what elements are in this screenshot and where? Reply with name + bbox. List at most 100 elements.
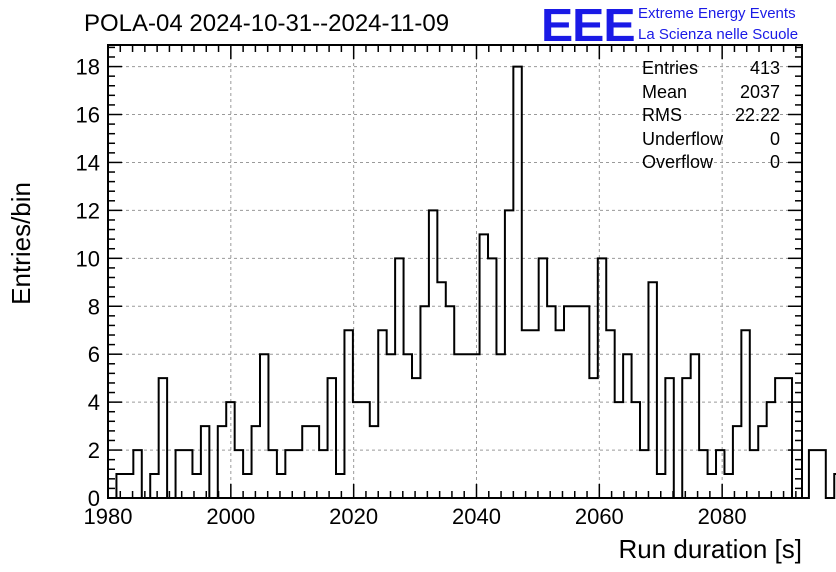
histogram-bin (454, 354, 462, 498)
histogram-bin (201, 426, 209, 498)
histogram-bin (378, 330, 386, 498)
logo-line-2: La Scienza nelle Scuole (638, 26, 799, 43)
histogram-bin (716, 450, 724, 498)
histogram-bin (277, 474, 285, 498)
y-tick-label: 10 (76, 246, 100, 271)
histogram-bin (682, 378, 690, 498)
histogram-bin (235, 450, 243, 498)
histogram-bin (159, 378, 167, 498)
stat-value: 0 (769, 152, 780, 172)
stat-row-underflow: Underflow 0 (642, 129, 780, 153)
stat-label: Entries (642, 58, 699, 78)
histogram-bin (404, 354, 412, 498)
stat-row-entries: Entries 413 (642, 58, 780, 82)
stat-row-rms: RMS 22.22 (642, 105, 780, 129)
histogram-bin (708, 474, 716, 498)
y-tick-label: 8 (88, 294, 100, 319)
histogram-bin (513, 67, 521, 498)
histogram-bin (294, 450, 302, 498)
histogram-bin (336, 474, 344, 498)
histogram-bin (480, 234, 488, 498)
x-axis-label: Run duration [s] (618, 534, 802, 564)
stat-value: 0 (769, 128, 780, 149)
y-tick-label: 0 (88, 486, 100, 511)
histogram-bin (496, 354, 504, 498)
histogram-bin (750, 450, 758, 498)
histogram-bin (133, 450, 141, 498)
histogram-bin (344, 330, 352, 498)
y-tick-label: 6 (88, 342, 100, 367)
stat-label: RMS (642, 105, 682, 125)
histogram-bin (530, 330, 538, 498)
histogram-bin (539, 258, 547, 498)
histogram-bin (328, 378, 336, 498)
histogram-bin (243, 474, 251, 498)
stat-value: 22.22 (734, 105, 780, 125)
histogram-bin (437, 282, 445, 498)
histogram-bin (733, 426, 741, 498)
y-tick-label: 2 (88, 438, 100, 463)
histogram-bin (412, 378, 420, 498)
histogram-bin (606, 330, 614, 498)
histogram-bin (319, 450, 327, 498)
logo-mark: EEE (541, 0, 636, 51)
plot-frame (107, 44, 803, 499)
stat-label: Overflow (642, 152, 714, 172)
histogram-bin (758, 426, 766, 498)
stats-box: Entries 413 Mean 2037 RMS 22.22 Underflo… (642, 58, 780, 176)
histogram-bin (699, 450, 707, 498)
histogram-bin (311, 426, 319, 498)
histogram-bin (691, 354, 699, 498)
chart-title: POLA-04 2024-10-31--2024-11-09 (84, 10, 450, 37)
y-tick-label: 16 (76, 103, 100, 128)
eee-logo: EEE Extreme Energy Events La Scienza nel… (541, 2, 836, 48)
histogram-bin (387, 354, 395, 498)
x-tick-label: 2020 (329, 504, 378, 529)
histogram-bin (285, 450, 293, 498)
histogram-bin (598, 258, 606, 498)
x-tick-label: 2040 (452, 504, 501, 529)
histogram-bin (724, 474, 732, 498)
histogram-bin (252, 426, 260, 498)
histogram-outline (108, 65, 836, 499)
histogram-bin (395, 258, 403, 498)
histogram-bin (302, 426, 310, 498)
histogram-bin (589, 378, 597, 498)
histogram-bin (463, 354, 471, 498)
axis-ticks (107, 45, 802, 499)
histogram-bin (665, 378, 673, 498)
histogram-bin (623, 354, 631, 498)
x-tick-label: 2080 (698, 504, 747, 529)
histogram-bin (522, 330, 530, 498)
stat-label: Mean (642, 81, 688, 102)
histogram-bin (184, 450, 192, 498)
stat-label: Underflow (642, 128, 724, 149)
histogram-bin (260, 354, 268, 498)
y-axis-label-text: Entries/bin (6, 182, 36, 305)
histogram-bin (775, 378, 783, 498)
stat-row-mean: Mean 2037 (642, 82, 780, 106)
stat-value: 2037 (739, 81, 780, 102)
histogram-bin (488, 258, 496, 498)
histogram-bin (640, 450, 648, 498)
y-tick-label: 14 (76, 150, 100, 175)
axis-tick-labels: 1980 2000 2020 2040 2060 2080 0 2 4 6 8 10 12 14 16 18 (76, 55, 747, 529)
logo-line-1: Extreme Energy Events (638, 5, 796, 22)
stat-row-overflow: Overflow 0 (642, 152, 780, 176)
y-axis-label: Entries/bin (6, 182, 37, 305)
histogram-bin (268, 450, 276, 498)
histogram-bin (176, 450, 184, 498)
x-tick-label: 2000 (206, 504, 255, 529)
stat-value: 413 (749, 58, 780, 78)
histogram-bin (817, 450, 825, 498)
histogram-bin (784, 378, 792, 498)
histogram-bin (471, 354, 479, 498)
x-tick-label: 2060 (575, 504, 624, 529)
histogram-bin (556, 330, 564, 498)
y-tick-label: 12 (76, 198, 100, 223)
y-tick-label: 18 (76, 55, 100, 80)
histogram-bin (370, 426, 378, 498)
histogram-bin (648, 282, 656, 498)
grid-lines (107, 45, 802, 499)
